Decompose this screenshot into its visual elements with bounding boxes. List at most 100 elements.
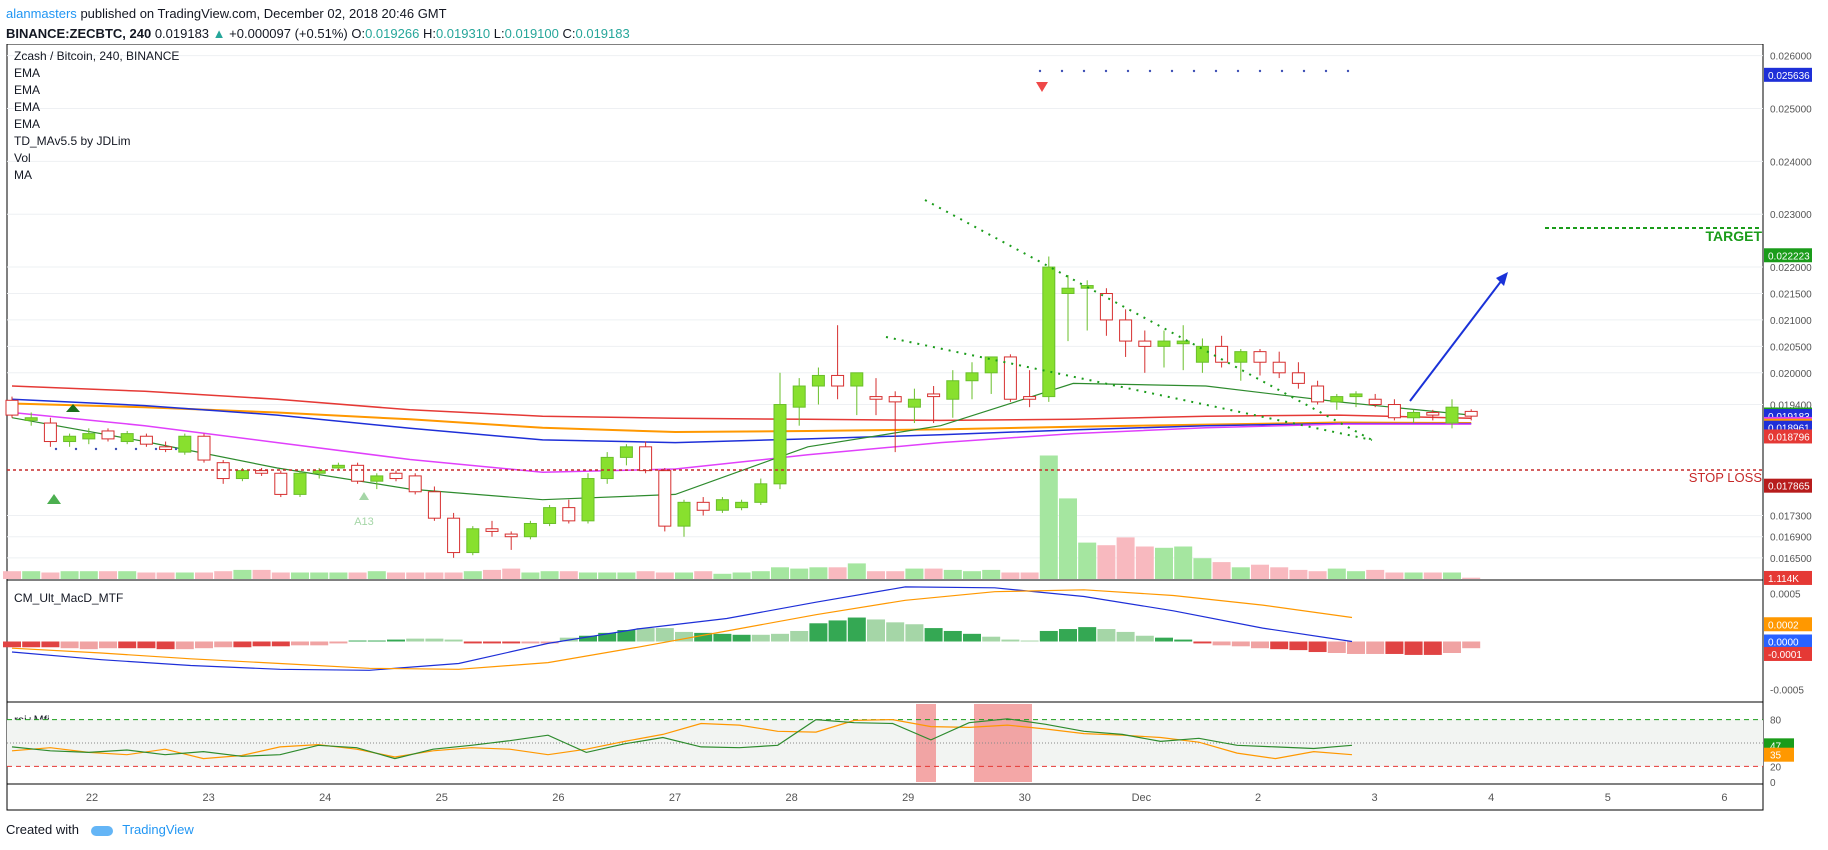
macd-histogram-bar — [636, 628, 655, 642]
macd-histogram-bar — [1135, 635, 1154, 642]
volume-bar — [406, 572, 425, 579]
macd-histogram-bar — [1423, 641, 1442, 655]
td-dot — [1214, 69, 1218, 73]
macd-histogram-bar — [579, 635, 597, 642]
candle-body — [888, 396, 902, 403]
open-value: 0.019266 — [365, 26, 420, 41]
macd-histogram-bar — [291, 641, 309, 646]
candle-body — [639, 446, 653, 472]
candle-body — [735, 501, 749, 509]
legend-vol[interactable]: Vol — [14, 151, 31, 165]
macd-histogram-bar — [982, 636, 1001, 642]
price-badge-label: 0.018796 — [1768, 432, 1810, 443]
legend-ema-3[interactable]: EMA — [14, 100, 40, 114]
macd-histogram-bar — [1078, 627, 1097, 642]
candle-body — [792, 385, 806, 408]
legend-ema-4[interactable]: EMA — [14, 117, 40, 131]
volume-bar — [175, 572, 194, 579]
low-label: L: — [493, 26, 505, 41]
candle-body — [677, 501, 691, 527]
candle-body — [24, 417, 38, 421]
macd-histogram-bar — [3, 641, 21, 648]
legend-ema-1[interactable]: EMA — [14, 66, 40, 80]
sell-signal-icon — [1036, 82, 1048, 92]
volume-bar — [1366, 569, 1385, 579]
publish-text: published on TradingView.com, December 0… — [80, 6, 447, 21]
high-label: H: — [422, 26, 436, 41]
candle-body — [619, 446, 633, 458]
macd-histogram-bar — [348, 640, 367, 642]
buy-arrow-icon — [47, 494, 61, 504]
macd-histogram-bar — [329, 641, 348, 644]
legend-ma[interactable]: MA — [14, 168, 32, 182]
target-arrow[interactable] — [1409, 279, 1503, 402]
candle-body — [1349, 393, 1363, 398]
volume-bar — [291, 572, 309, 579]
volume-bar — [1193, 558, 1212, 579]
td-dot — [1258, 69, 1262, 73]
macd-histogram-bar — [675, 631, 693, 642]
time-tick-label: 25 — [436, 792, 448, 804]
tradingview-link[interactable]: TradingView — [122, 822, 194, 837]
volume-bar — [540, 571, 559, 579]
macd-histogram-bar — [1097, 629, 1116, 642]
candle-body — [5, 399, 19, 416]
created-with-text: Created with — [6, 822, 79, 837]
td-dot — [1302, 69, 1306, 73]
candle-body — [1368, 398, 1382, 406]
publish-line: alanmasters published on TradingView.com… — [6, 4, 630, 24]
macd-pane — [3, 586, 1481, 671]
macd-histogram-bar — [387, 639, 405, 642]
ema-magenta-line — [11, 411, 1472, 473]
candle-body — [1330, 396, 1344, 403]
time-tick-label: 4 — [1488, 792, 1494, 804]
price-badge — [1764, 478, 1812, 493]
candle-body — [139, 435, 153, 445]
volume-bar — [1327, 568, 1346, 579]
volume-bar — [137, 572, 156, 579]
macd-histogram-bar — [175, 641, 194, 650]
volume-bar — [502, 568, 521, 579]
macd-histogram-bar — [828, 620, 847, 642]
volume-bar — [1308, 571, 1327, 579]
time-tick-label: Dec — [1132, 792, 1152, 804]
macd-histogram-bar — [444, 639, 463, 642]
legend-td[interactable]: TD_MAv5.5 by JDLim — [14, 134, 130, 148]
time-tick-label: 22 — [86, 792, 98, 804]
macd-histogram-bar — [1174, 639, 1193, 642]
legend-ema-2[interactable]: EMA — [14, 83, 40, 97]
time-tick-label: 27 — [669, 792, 681, 804]
chart-canvas[interactable]: TARGET STOP LOSS A13 Zcash / Bitcoin, 24… — [0, 44, 1828, 818]
volume-bar — [713, 573, 732, 579]
time-axis[interactable]: 22 23 24 25 26 27 28 29 30 Dec 2 3 4 5 6 — [86, 792, 1728, 804]
volume-bar — [271, 572, 290, 579]
price-axis[interactable]: 0.026000 0.025000 0.024000 0.023000 0.022000… — [1764, 52, 1812, 789]
candle-body — [197, 435, 211, 461]
rsi-band — [7, 719, 1763, 767]
macd-histogram-bar — [502, 641, 521, 644]
macd-histogram-bar — [1404, 641, 1423, 655]
volume-bar — [444, 572, 463, 579]
macd-pane-title[interactable]: CM_Ult_MacD_MTF — [14, 591, 123, 605]
volume-bar — [195, 572, 213, 579]
price-tick-label: 0.021500 — [1770, 289, 1812, 300]
macd-histogram-bar — [118, 641, 137, 649]
candle-body — [523, 522, 537, 538]
macd-histogram-bar — [540, 641, 559, 644]
candle-body — [543, 507, 557, 524]
macd-histogram-bar — [1251, 641, 1269, 649]
author-link[interactable]: alanmasters — [6, 6, 77, 21]
candle-body — [946, 380, 960, 400]
macd-histogram-bar — [1001, 639, 1020, 642]
time-tick-label: 6 — [1721, 792, 1727, 804]
volume-bar — [790, 568, 809, 579]
price-badge-label: 1.114K — [1768, 574, 1799, 585]
td-dot — [154, 447, 158, 451]
volume-bar — [598, 572, 617, 579]
candle-body — [1195, 345, 1209, 363]
candles — [5, 256, 1478, 558]
macd-histogram-bar — [406, 638, 425, 642]
lower-trendline[interactable] — [885, 336, 1373, 441]
macd-histogram-bar — [1385, 641, 1404, 654]
volume-bar — [559, 571, 578, 579]
